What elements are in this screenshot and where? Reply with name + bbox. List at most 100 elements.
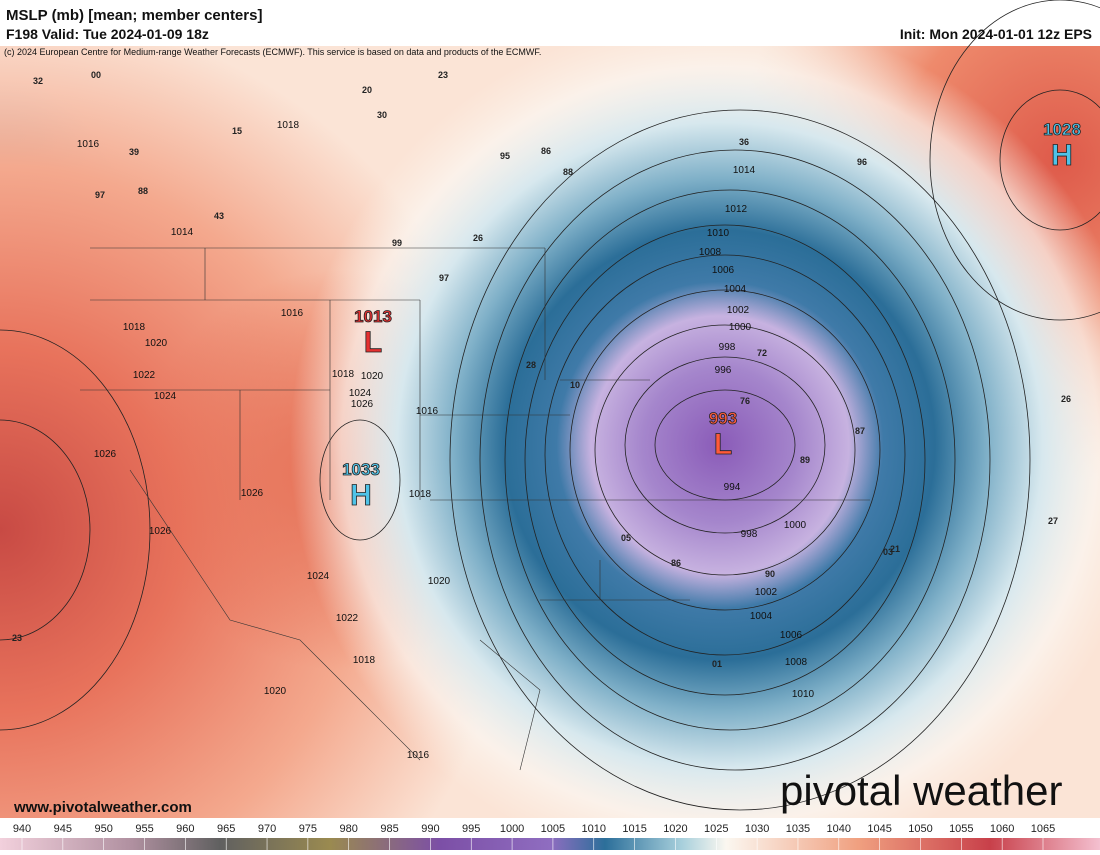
member-center: 05 (621, 533, 631, 543)
isobar-label: 1012 (725, 204, 748, 215)
colorbar-tick-label: 975 (299, 823, 317, 835)
isobar-label: 998 (719, 342, 736, 353)
credit: (c) 2024 European Centre for Medium-rang… (4, 47, 541, 57)
isobar-label: 1026 (94, 449, 117, 460)
member-center: 36 (739, 137, 749, 147)
colorbar-tick-label: 985 (380, 823, 398, 835)
colorbar-tick-label: 945 (54, 823, 72, 835)
colorbar-tick-label: 960 (176, 823, 194, 835)
isobar-label: 1002 (755, 587, 778, 598)
member-center: 32 (33, 76, 43, 86)
member-center: 87 (855, 426, 865, 436)
member-center: 01 (712, 659, 722, 669)
isobar-label: 1018 (123, 322, 146, 333)
isobar-label: 1014 (733, 165, 756, 176)
isobar-label: 1002 (727, 305, 750, 316)
member-center: 76 (740, 396, 750, 406)
isobar-label: 996 (715, 365, 732, 376)
isobar-label: 1016 (407, 750, 430, 761)
labels: 1016101410181016101810201022102410261026… (12, 70, 1081, 761)
colorbar-tick-label: 955 (135, 823, 153, 835)
isobar-label: 1024 (154, 391, 177, 402)
colorbar-tick-label: 1055 (949, 823, 973, 835)
member-center: 99 (392, 238, 402, 248)
isobar-label: 994 (724, 482, 741, 493)
member-center: 21 (890, 544, 900, 554)
colorbar-tick-label: 990 (421, 823, 439, 835)
member-center: 86 (671, 558, 681, 568)
isobar-label: 1006 (780, 630, 803, 641)
colorbar-tick-label: 940 (13, 823, 31, 835)
isobar-label: 1018 (332, 369, 355, 380)
member-center: 88 (138, 186, 148, 196)
member-center: 95 (500, 151, 510, 161)
member-center: 15 (232, 126, 242, 136)
colorbar-tick-label: 1065 (1031, 823, 1055, 835)
member-center: 88 (563, 167, 573, 177)
colorbar-ticks: 940 945 950 955 960 965 970 975 980 985 990 995 1000… (13, 823, 1055, 850)
member-center: 86 (541, 146, 551, 156)
member-center: 72 (757, 348, 767, 358)
isobar-label: 1018 (409, 489, 432, 500)
isobar-label: 1000 (729, 322, 752, 333)
member-center: 90 (765, 569, 775, 579)
colorbar-tick-label: 965 (217, 823, 235, 835)
center-value: 1033 (342, 460, 380, 479)
colorbar (0, 838, 1100, 850)
isobar-label: 1022 (336, 613, 359, 624)
colorbar-tick-label: 1025 (704, 823, 728, 835)
center-letter: H (1051, 139, 1073, 172)
colorbar-tick-label: 1030 (745, 823, 769, 835)
isobar-label: 1020 (361, 371, 384, 382)
member-center: 97 (439, 273, 449, 283)
colorbar-tick-label: 1040 (827, 823, 851, 835)
isobar-label: 1022 (133, 370, 156, 381)
isobar-label: 1018 (277, 120, 300, 131)
center-letter: L (364, 326, 382, 359)
colorbar-tick-label: 1015 (622, 823, 646, 835)
colorbar-tick-label: 1010 (582, 823, 606, 835)
isobar-label: 1004 (750, 611, 773, 622)
colorbar-tick-label: 1020 (663, 823, 687, 835)
member-center: 20 (362, 85, 372, 95)
website: www.pivotalweather.com (13, 799, 192, 816)
colorbar-tick-label: 970 (258, 823, 276, 835)
isobar-label: 1008 (785, 657, 808, 668)
member-center: 00 (91, 70, 101, 80)
colorbar-tick-label: 1035 (786, 823, 810, 835)
colorbar-tick-label: 995 (462, 823, 480, 835)
member-center: 89 (800, 455, 810, 465)
isobar-label: 1026 (351, 399, 374, 410)
valid-time: F198 Valid: Tue 2024-01-09 18z (6, 26, 209, 42)
isobar-label: 1006 (712, 265, 735, 276)
isobar-label: 1024 (349, 388, 372, 399)
center-value: 1028 (1043, 120, 1081, 139)
center-letter: L (714, 428, 732, 461)
isobar-label: 1020 (264, 686, 287, 697)
isobar-label: 1026 (241, 488, 264, 499)
center-letter: H (350, 479, 372, 512)
isobar-label: 1024 (307, 571, 330, 582)
map-title: MSLP (mb) [mean; member centers] (6, 7, 262, 24)
logo: pivotal weather (780, 767, 1063, 814)
member-center: 10 (570, 380, 580, 390)
member-center: 23 (12, 633, 22, 643)
isobar-label: 1026 (149, 526, 172, 537)
colorbar-tick-label: 1060 (990, 823, 1014, 835)
isobar-label: 1016 (77, 139, 100, 150)
isobar-label: 1000 (784, 520, 807, 531)
init-time: Init: Mon 2024-01-01 12z EPS (900, 26, 1092, 42)
isobar-label: 1014 (171, 227, 194, 238)
isobar-label: 1020 (428, 576, 451, 587)
member-center: 97 (95, 190, 105, 200)
colorbar-tick-label: 1045 (867, 823, 891, 835)
map-background (0, 0, 1100, 818)
colorbar-tick-label: 1050 (908, 823, 932, 835)
member-center: 96 (857, 157, 867, 167)
member-center: 03 (883, 547, 893, 557)
colorbar-tick-label: 980 (340, 823, 358, 835)
isobar-label: 1004 (724, 284, 747, 295)
isobar-label: 1016 (416, 406, 439, 417)
isobar-label: 1018 (353, 655, 376, 666)
